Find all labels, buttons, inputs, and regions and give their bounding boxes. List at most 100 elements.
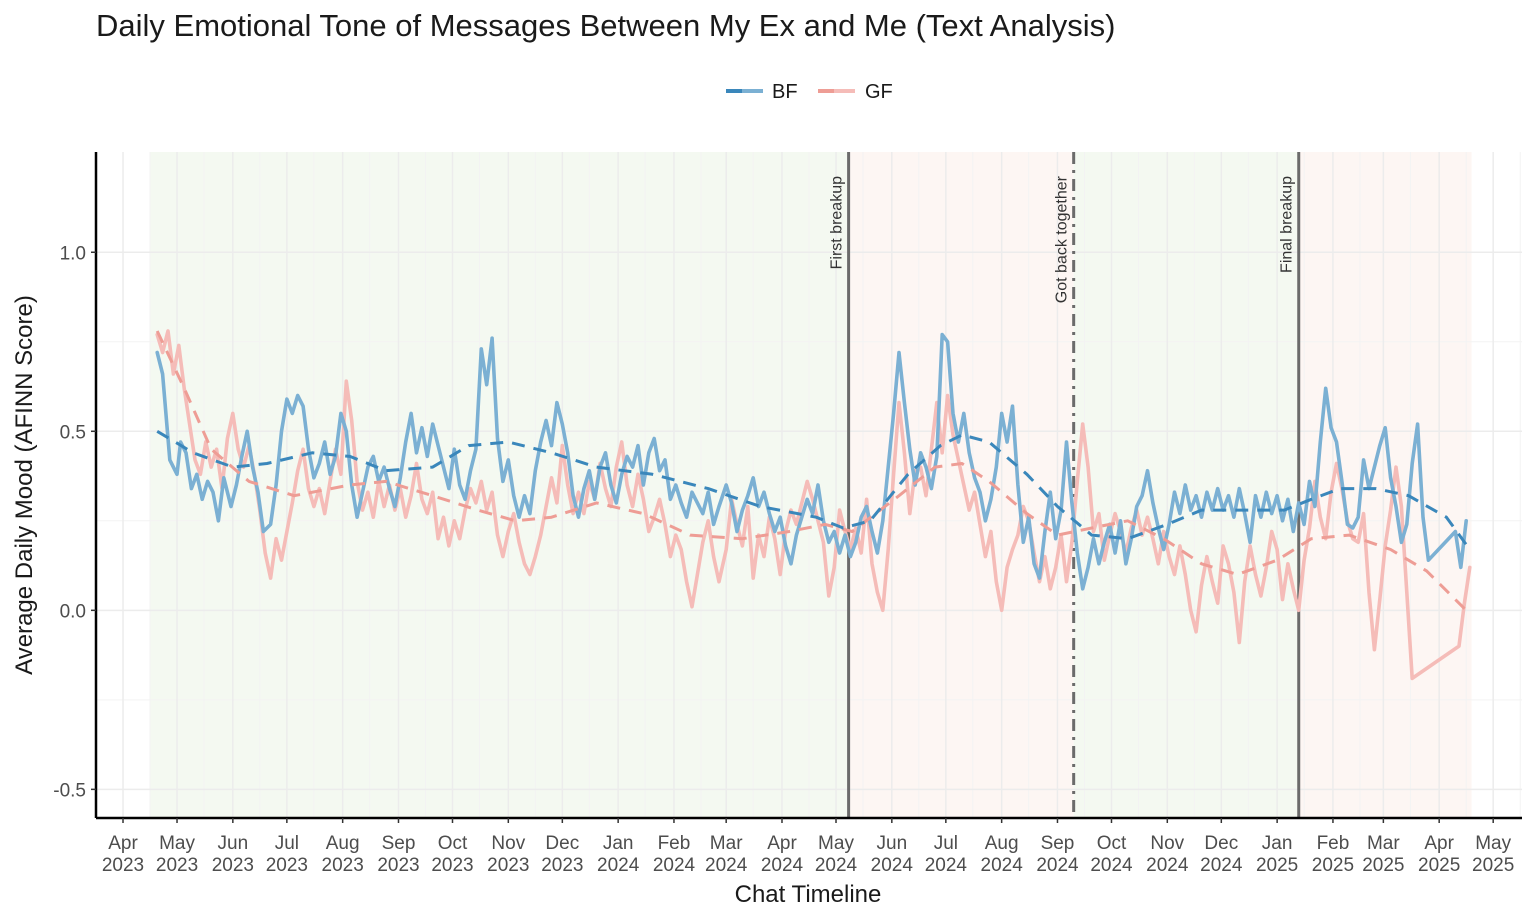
x-tick-label-9: Jan 2024	[597, 833, 640, 876]
x-tick-year-4: 2023	[322, 855, 364, 876]
x-tick-label-8: Dec 2023	[541, 833, 583, 876]
x-tick-month-17: Sep	[1041, 833, 1075, 854]
x-tick-label-1: May 2023	[156, 833, 198, 876]
x-tick-year-1: 2023	[156, 855, 198, 876]
x-tick-year-0: 2023	[102, 855, 144, 876]
x-tick-year-3: 2023	[266, 855, 308, 876]
x-tick-month-11: Mar	[710, 833, 743, 854]
x-tick-label-12: Apr 2024	[761, 833, 804, 876]
x-axis-title: Chat Timeline	[735, 881, 882, 908]
event-label-0: First breakup	[829, 176, 846, 269]
x-tick-month-22: Feb	[1317, 833, 1350, 854]
event-lines: First breakup Got back together Final brea…	[829, 152, 1301, 818]
x-tick-month-8: Dec	[545, 833, 579, 854]
axes	[91, 152, 1522, 823]
x-tick-label-19: Nov 2024	[1146, 833, 1189, 876]
x-tick-label-24: Apr 2025	[1418, 833, 1460, 876]
x-tick-month-21: Jan	[1262, 833, 1293, 854]
x-tick-month-6: Oct	[438, 833, 468, 854]
x-tick-label-0: Apr 2023	[102, 833, 144, 876]
x-tick-label-25: May 2025	[1472, 833, 1514, 876]
x-tick-year-22: 2025	[1312, 855, 1354, 876]
x-tick-label-16: Aug 2024	[981, 833, 1024, 876]
x-tick-label-17: Sep 2024	[1036, 833, 1079, 876]
x-tick-label-4: Aug 2023	[322, 833, 364, 876]
x-tick-month-25: May	[1475, 833, 1511, 854]
x-tick-month-0: Apr	[108, 833, 138, 854]
legend: BF GF	[726, 81, 893, 103]
x-tick-year-14: 2024	[871, 855, 914, 876]
x-tick-month-3: Jul	[275, 833, 299, 854]
x-tick-label-13: May 2024	[815, 833, 858, 876]
x-tick-label-20: Dec 2024	[1200, 833, 1243, 876]
x-tick-year-7: 2023	[487, 855, 529, 876]
x-tick-year-16: 2024	[981, 855, 1024, 876]
x-tick-year-25: 2025	[1472, 855, 1514, 876]
x-tick-year-11: 2024	[705, 855, 748, 876]
x-tick-year-20: 2024	[1200, 855, 1243, 876]
y-tick-label-1: 0.0	[60, 601, 86, 622]
trend-line-gf	[155, 330, 1471, 615]
x-tick-label-6: Oct 2023	[431, 833, 473, 876]
x-tick-month-2: Jun	[218, 833, 249, 854]
x-tick-month-1: May	[159, 833, 195, 854]
x-tick-month-12: Apr	[767, 833, 797, 854]
series-line-bf	[155, 332, 1468, 591]
x-tick-year-21: 2025	[1256, 855, 1298, 876]
x-tick-month-23: Mar	[1367, 833, 1400, 854]
x-tick-label-22: Feb 2025	[1312, 833, 1354, 876]
series-lines	[155, 329, 1472, 681]
y-tick-label-0: -0.5	[53, 780, 86, 801]
x-tick-month-4: Aug	[326, 833, 360, 854]
x-tick-year-8: 2023	[541, 855, 583, 876]
y-axis-title: Average Daily Mood (AFINN Score)	[11, 295, 38, 675]
x-tick-label-7: Nov 2023	[487, 833, 529, 876]
x-tick-month-14: Jun	[877, 833, 908, 854]
x-tick-year-23: 2025	[1362, 855, 1404, 876]
x-tick-month-18: Oct	[1097, 833, 1127, 854]
x-tick-year-6: 2023	[431, 855, 473, 876]
x-tick-month-19: Nov	[1150, 833, 1184, 854]
x-tick-label-21: Jan 2025	[1256, 833, 1298, 876]
x-tick-month-9: Jan	[603, 833, 634, 854]
x-tick-label-18: Oct 2024	[1090, 833, 1133, 876]
x-tick-label-15: Jul 2024	[925, 833, 968, 876]
x-tick-label-23: Mar 2025	[1362, 833, 1404, 876]
period-band-3	[1298, 152, 1472, 818]
x-tick-year-9: 2024	[597, 855, 640, 876]
x-tick-year-5: 2023	[377, 855, 419, 876]
x-tick-label-11: Mar 2024	[705, 833, 748, 876]
x-tick-label-5: Sep 2023	[377, 833, 419, 876]
x-tick-year-18: 2024	[1090, 855, 1133, 876]
x-tick-label-10: Feb 2024	[653, 833, 696, 876]
x-tick-year-2: 2023	[212, 855, 254, 876]
chart-title: Daily Emotional Tone of Messages Between…	[96, 8, 1116, 43]
event-label-2: Final breakup	[1279, 176, 1296, 273]
x-tick-year-24: 2025	[1418, 855, 1460, 876]
x-tick-year-19: 2024	[1146, 855, 1189, 876]
x-tick-label-2: Jun 2023	[212, 833, 254, 876]
x-tick-month-10: Feb	[658, 833, 691, 854]
period-bands	[150, 152, 1472, 818]
event-label-1: Got back together	[1054, 175, 1071, 303]
period-band-0	[150, 152, 849, 818]
y-tick-label-3: 1.0	[60, 243, 86, 264]
x-tick-year-15: 2024	[925, 855, 968, 876]
legend-label-bf: BF	[772, 81, 798, 103]
trend-line-bf	[156, 430, 1472, 551]
x-tick-month-20: Dec	[1204, 833, 1238, 854]
x-tick-month-7: Nov	[491, 833, 525, 854]
x-tick-month-24: Apr	[1424, 833, 1454, 854]
x-tick-year-13: 2024	[815, 855, 858, 876]
series-line-gf	[155, 329, 1472, 681]
legend-label-gf: GF	[865, 81, 893, 103]
y-tick-label-2: 0.5	[60, 422, 86, 443]
x-tick-label-14: Jun 2024	[871, 833, 914, 876]
x-tick-month-5: Sep	[382, 833, 416, 854]
x-tick-year-17: 2024	[1036, 855, 1079, 876]
x-tick-year-12: 2024	[761, 855, 804, 876]
x-tick-month-16: Aug	[985, 833, 1019, 854]
x-tick-label-3: Jul 2023	[266, 833, 308, 876]
